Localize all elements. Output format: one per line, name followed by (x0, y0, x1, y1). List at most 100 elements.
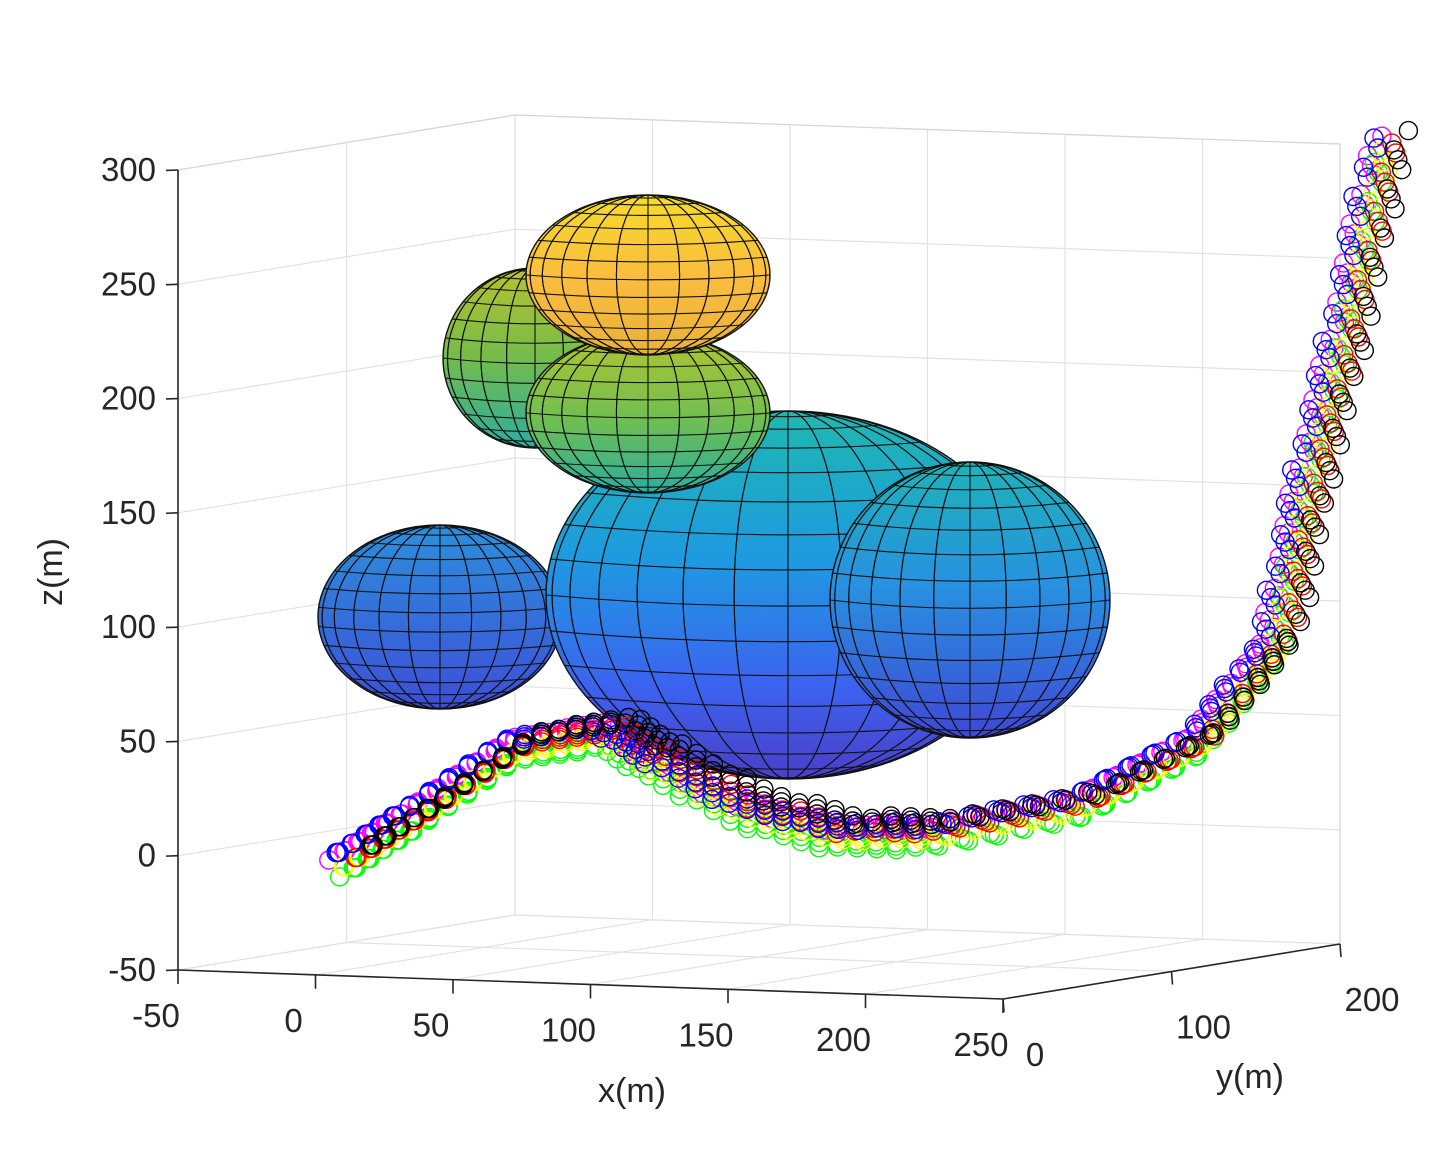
mesh-latitude (695, 764, 881, 770)
trajectory-point (1313, 382, 1333, 402)
trajectory-point (1310, 486, 1330, 506)
trajectory-point (1388, 150, 1408, 170)
trajectory-point (1213, 675, 1234, 695)
trajectory-point (1322, 418, 1343, 438)
trajectory-point (1133, 760, 1154, 780)
y-tick (1170, 971, 1174, 985)
mesh-latitude (538, 239, 758, 246)
trajectory-point (600, 714, 621, 735)
trajectory-point (1278, 593, 1299, 613)
trajectory-point (1330, 435, 1351, 455)
trajectory-point (1276, 628, 1297, 649)
trajectory-point (1391, 159, 1412, 180)
trajectory-point (372, 839, 392, 860)
mesh-latitude (616, 724, 960, 734)
mesh-longitude (541, 333, 755, 493)
mesh-latitude (529, 292, 767, 299)
mesh-latitude (349, 678, 531, 684)
box-edge (514, 114, 1341, 145)
x-tick-label: 150 (678, 1016, 733, 1053)
trajectory-point (388, 817, 408, 837)
mesh-latitude (552, 362, 744, 368)
grid-line (177, 457, 516, 514)
mesh-longitude (615, 195, 681, 355)
trajectory-point (940, 812, 961, 832)
trajectory-point (1337, 284, 1357, 305)
trajectory-point (1305, 365, 1326, 386)
mesh-latitude (916, 726, 1024, 732)
mesh-latitude (892, 714, 1048, 720)
x-axis-label: x(m) (598, 1072, 666, 1110)
trajectory-point (1322, 404, 1343, 425)
trajectory-point (629, 758, 649, 778)
mesh-latitude (318, 626, 562, 633)
trajectory-point (1143, 744, 1163, 764)
trajectory-point (1056, 790, 1076, 810)
trajectory-point (1316, 452, 1336, 473)
trajectory-point (1377, 162, 1398, 182)
trajectory-point (1275, 493, 1296, 513)
trajectory-point (867, 818, 887, 838)
trajectory-point (1333, 274, 1354, 295)
trajectory-point (843, 806, 863, 826)
obstacle-ellipsoid (829, 461, 1111, 739)
trajectory-point (1155, 748, 1176, 768)
trajectory-point (921, 814, 941, 835)
trajectory-series (360, 120, 1419, 855)
trajectory-point (1199, 695, 1219, 715)
trajectory-point (513, 732, 533, 753)
trajectory-point (357, 849, 377, 869)
mesh-longitude (378, 525, 502, 709)
ellipsoid-mesh (526, 333, 770, 493)
mesh-latitude (529, 430, 767, 437)
x-tick-label: 200 (816, 1021, 871, 1058)
trajectory-point (1229, 659, 1249, 679)
z-axis-label: z(m) (32, 538, 70, 606)
mesh-latitude (830, 599, 1110, 609)
trajectory-point (1310, 439, 1330, 459)
trajectory-point (374, 826, 394, 846)
trajectory-point (1385, 199, 1405, 219)
trajectory-point (1296, 442, 1316, 462)
trajectory-point (1270, 525, 1291, 545)
trajectory-point (403, 808, 423, 828)
mesh-latitude (538, 377, 758, 384)
trajectory-point (1309, 374, 1330, 394)
trajectory-point (807, 794, 827, 814)
trajectory-point (1233, 687, 1254, 707)
trajectory-point (1303, 473, 1324, 493)
mesh-latitude (916, 471, 1024, 477)
trajectory-point (1286, 604, 1306, 624)
trajectory-point (1177, 737, 1198, 757)
trajectory-point (1030, 797, 1050, 817)
trajectory-point (1364, 201, 1385, 222)
trajectory-point (1364, 257, 1384, 277)
trajectory-point (825, 800, 845, 820)
trajectory-point (1320, 461, 1340, 481)
mesh-latitude (571, 336, 725, 342)
trajectory-point (635, 728, 655, 748)
trajectory-point (1372, 126, 1392, 146)
mesh-latitude (334, 662, 546, 669)
trajectory-point (1361, 306, 1381, 326)
trajectory-point (1199, 725, 1220, 745)
trajectory-point (644, 736, 665, 756)
mesh-latitude (323, 588, 557, 595)
trajectory-point (1364, 128, 1384, 148)
trajectory-point (1370, 218, 1391, 238)
trajectory-point (1343, 186, 1363, 207)
trajectory-point (843, 814, 863, 835)
trajectory-point (901, 814, 922, 834)
mesh-longitude (870, 462, 1070, 738)
mesh-longitude (353, 525, 527, 709)
trajectory-point (531, 726, 551, 747)
trajectory-point (1357, 296, 1377, 316)
mesh-longitude (407, 525, 473, 709)
mesh-latitude (349, 554, 531, 561)
mesh-longitude (834, 462, 1106, 738)
trajectory-point (1340, 235, 1360, 256)
mesh-latitude (552, 324, 744, 330)
mesh-latitude (892, 484, 1048, 491)
trajectory-point (616, 756, 636, 777)
x-tick-label: 0 (284, 1002, 302, 1039)
